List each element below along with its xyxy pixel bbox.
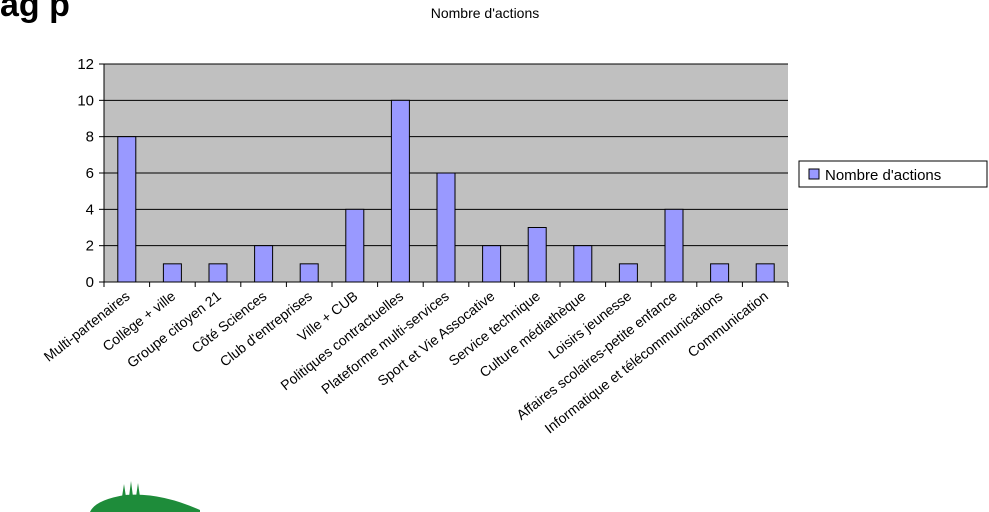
legend-swatch [808,168,820,180]
logo-base [90,494,200,512]
bar [208,263,228,283]
bar [117,136,137,283]
bar [254,245,274,283]
y-tick-label: 0 [86,274,94,291]
bars [117,99,775,283]
y-tick-label: 12 [77,56,94,73]
y-tick-label: 6 [86,165,94,182]
legend-label: Nombre d'actions [825,167,941,184]
bar [162,263,182,283]
logo-spire [122,484,126,497]
logo-spire [136,483,140,497]
bar [390,99,410,283]
legend-box [798,160,988,188]
y-tick-label: 4 [86,201,94,218]
partial-heading: ag p [0,0,70,24]
y-tick-label: 8 [86,129,94,146]
logo-spire [129,481,133,497]
bar [436,172,456,283]
chart-title: Nombre d'actions [431,5,540,21]
y-tick-label: 2 [86,238,94,255]
bar [755,263,775,283]
y-tick-label: 10 [77,92,94,109]
bar [664,208,684,283]
y-axis-ticks: 0 2 4 6 8 10 12 [77,56,104,291]
logo-icon [90,481,200,512]
bar [345,208,365,283]
bar [482,245,502,283]
bar [618,263,638,283]
bar [573,245,593,283]
bar [299,263,319,283]
bar [527,227,547,283]
x-tick-label: Communication [685,288,771,360]
legend: Nombre d'actions [798,160,988,188]
bar [710,263,730,283]
